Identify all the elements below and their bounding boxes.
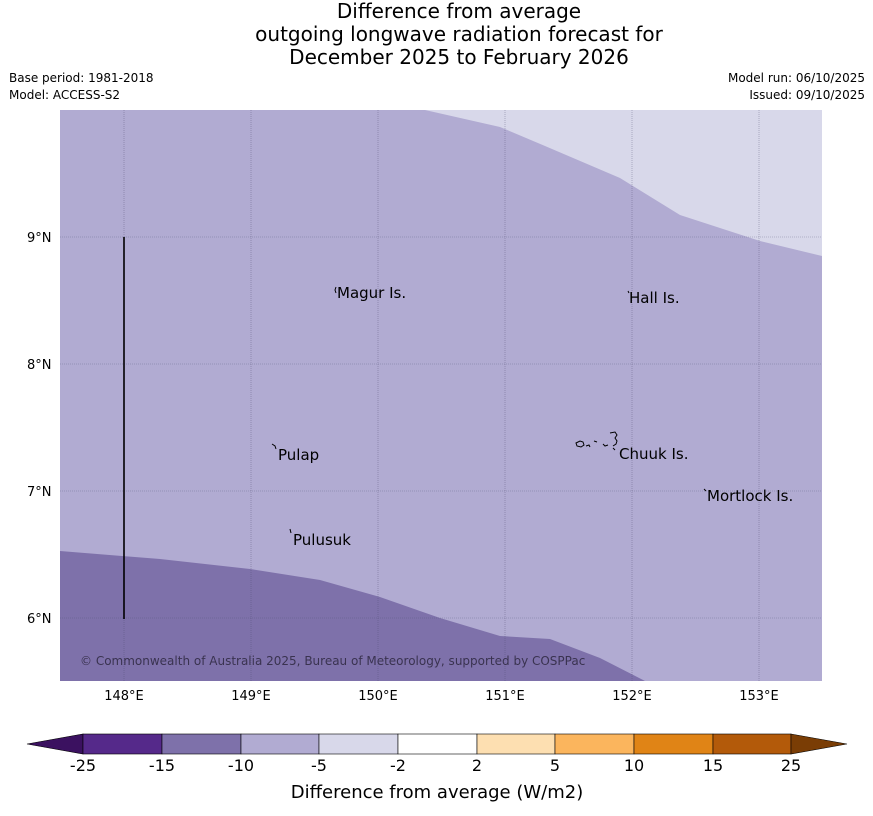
- lon-label-153e: 153°E: [739, 689, 779, 704]
- copyright-notice: © Commonwealth of Australia 2025, Bureau…: [80, 654, 585, 668]
- place-label-hall: Hall Is.: [629, 289, 680, 307]
- magur-island-outline: [334, 286, 337, 294]
- colorbar-tick-label: -2: [390, 756, 406, 775]
- lon-label-149e: 149°E: [231, 689, 271, 704]
- place-label-mortlock: Mortlock Is.: [707, 487, 793, 505]
- lat-label-7n: 7°N: [27, 485, 52, 500]
- colorbar: [26, 733, 848, 755]
- lat-label-9n: 9°N: [27, 231, 52, 246]
- meta-right: Model run: 06/10/2025 Issued: 09/10/2025: [728, 70, 865, 104]
- colorbar-over-arrow: [790, 733, 848, 755]
- place-label-pulap: Pulap: [278, 446, 319, 464]
- colorbar-tick-label: -25: [70, 756, 96, 775]
- title-line-2: outgoing longwave radiation forecast for: [255, 22, 663, 46]
- issued-date: Issued: 09/10/2025: [749, 88, 865, 102]
- hall-island-outline: [627, 290, 630, 294]
- contour-band-light: [425, 110, 822, 256]
- island-outlines: [271, 286, 707, 534]
- grid-lines: [60, 110, 822, 681]
- colorbar-bin-4: [318, 733, 399, 755]
- colorbar-bin-9: [712, 733, 792, 755]
- lat-label-8n: 8°N: [27, 358, 52, 373]
- title-line-3: December 2025 to February 2026: [289, 45, 629, 69]
- chuuk-lagoon-outline: [575, 431, 618, 451]
- colorbar-under-arrow: [26, 733, 84, 755]
- colorbar-tick-label: 2: [472, 756, 482, 775]
- colorbar-bin-5: [397, 733, 478, 755]
- base-period: Base period: 1981-2018: [9, 71, 154, 85]
- colorbar-bin-3: [240, 733, 320, 755]
- map-title: Difference from average outgoing longwav…: [0, 0, 873, 69]
- lon-label-150e: 150°E: [358, 689, 398, 704]
- lon-label-152e: 152°E: [612, 689, 652, 704]
- colorbar-ticks: -25 -15 -10 -5 -2 2 5 10 15 25: [70, 756, 801, 775]
- colorbar-label: Difference from average (W/m2): [291, 782, 583, 803]
- colorbar-bin-1: [82, 733, 163, 755]
- lon-label-148e: 148°E: [104, 689, 144, 704]
- pulusuk-island-outline: [289, 528, 292, 534]
- place-label-chuuk: Chuuk Is.: [619, 445, 688, 463]
- lat-axis-labels: 9°N 8°N 7°N 6°N: [27, 231, 52, 627]
- title-line-1: Difference from average: [336, 0, 582, 23]
- lon-label-151e: 151°E: [485, 689, 525, 704]
- colorbar-tick-label: 10: [624, 756, 644, 775]
- colorbar-bin-6: [476, 733, 556, 755]
- lon-axis-labels: 148°E 149°E 150°E 151°E 152°E 153°E: [104, 689, 779, 704]
- contour-band-dark: [60, 551, 645, 681]
- model-name: Model: ACCESS-S2: [9, 88, 121, 102]
- lat-label-6n: 6°N: [27, 612, 52, 627]
- colorbar-bin-8: [633, 733, 714, 755]
- colorbar-tick-label: 25: [781, 756, 801, 775]
- model-run: Model run: 06/10/2025: [727, 71, 865, 85]
- pulap-island-outline: [271, 443, 277, 450]
- colorbar-bin-2: [161, 733, 242, 755]
- mortlock-island-outline: [703, 488, 707, 492]
- colorbar-tick-label: -15: [149, 756, 175, 775]
- colorbar-bin-7: [554, 733, 635, 755]
- colorbar-tick-label: -10: [228, 756, 254, 775]
- colorbar-tick-label: -5: [311, 756, 327, 775]
- meta-left: Base period: 1981-2018 Model: ACCESS-S2: [9, 70, 154, 104]
- place-labels: Magur Is. Hall Is. Pulap Chuuk Is. Mortl…: [278, 284, 793, 549]
- place-label-pulusuk: Pulusuk: [293, 531, 351, 549]
- colorbar-tick-label: 5: [550, 756, 560, 775]
- place-label-magur: Magur Is.: [337, 284, 406, 302]
- colorbar-tick-label: 15: [703, 756, 723, 775]
